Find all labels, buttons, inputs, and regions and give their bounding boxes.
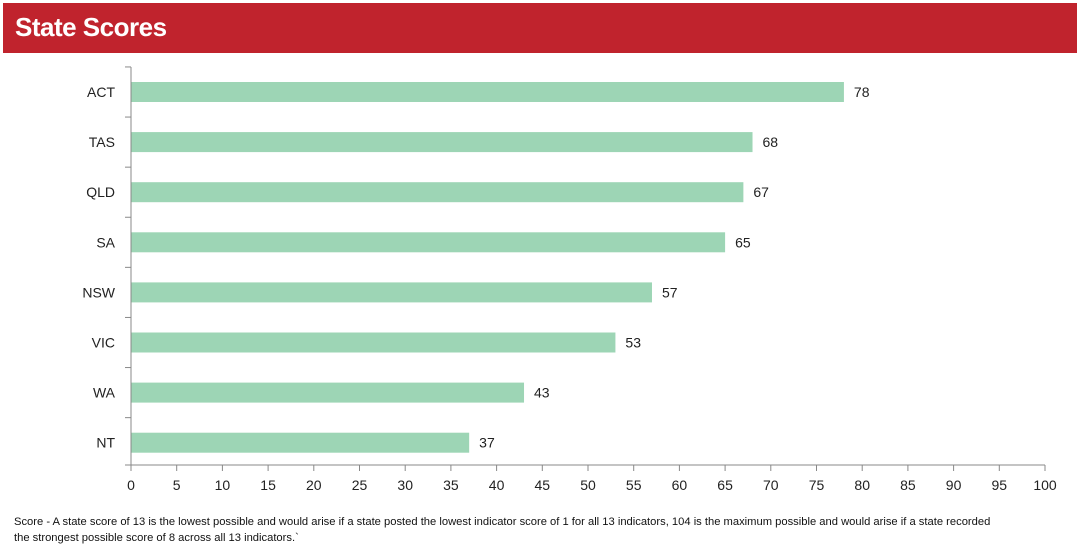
footnote: Score - A state score of 13 is the lowes… — [14, 514, 1076, 546]
value-label-vic: 53 — [625, 335, 641, 351]
x-tick-label: 85 — [900, 477, 916, 493]
value-label-qld: 67 — [753, 184, 769, 200]
x-tick-label: 30 — [397, 477, 413, 493]
x-tick-label: 55 — [626, 477, 642, 493]
value-label-act: 78 — [854, 84, 870, 100]
x-tick-label: 15 — [260, 477, 276, 493]
value-label-nt: 37 — [479, 435, 495, 451]
bar-tas — [131, 132, 753, 153]
x-tick-label: 60 — [672, 477, 688, 493]
bar-sa — [131, 232, 726, 253]
x-tick-label: 65 — [717, 477, 733, 493]
x-tick-label: 50 — [580, 477, 596, 493]
category-label-tas: TAS — [89, 134, 115, 150]
category-label-nt: NT — [96, 435, 115, 451]
bar-nsw — [131, 282, 652, 303]
bar-nt — [131, 432, 470, 453]
bar-chart: ACT 78 TAS 68 QLD 67 SA 65 NSW 57 VIC 53 WA 43 NT 37 0 5 1… — [82, 66, 1057, 493]
x-tick-label: 25 — [352, 477, 368, 493]
category-label-qld: QLD — [86, 184, 115, 200]
footnote-line-1: Score - A state score of 13 is the lowes… — [14, 516, 991, 528]
x-tick-label: 10 — [215, 477, 231, 493]
bar-qld — [131, 182, 744, 203]
category-label-vic: VIC — [92, 335, 115, 351]
category-label-wa: WA — [93, 385, 116, 401]
footnote-line-2: the strongest possible score of 8 across… — [14, 532, 299, 544]
x-tick-label: 35 — [443, 477, 459, 493]
value-label-sa: 65 — [735, 234, 751, 250]
x-tick-label: 70 — [763, 477, 779, 493]
x-tick-label: 90 — [946, 477, 962, 493]
x-tick-label: 100 — [1033, 477, 1057, 493]
value-label-nsw: 57 — [662, 284, 678, 300]
x-tick-label: 5 — [173, 477, 181, 493]
x-tick-label: 45 — [535, 477, 551, 493]
x-tick-label: 20 — [306, 477, 322, 493]
bar-act — [131, 82, 844, 102]
bar-wa — [131, 382, 525, 403]
chart-title: State Scores — [15, 12, 167, 42]
value-label-wa: 43 — [534, 385, 550, 401]
x-tick-label: 75 — [809, 477, 825, 493]
category-label-act: ACT — [87, 84, 115, 100]
x-tick-label: 0 — [127, 477, 135, 493]
x-tick-label: 40 — [489, 477, 505, 493]
x-tick-label: 80 — [854, 477, 870, 493]
bar-vic — [131, 332, 616, 353]
value-label-tas: 68 — [763, 134, 779, 150]
category-label-sa: SA — [96, 234, 115, 250]
title-bar: State Scores — [3, 3, 1077, 53]
x-tick-label: 95 — [992, 477, 1008, 493]
category-label-nsw: NSW — [82, 284, 115, 300]
